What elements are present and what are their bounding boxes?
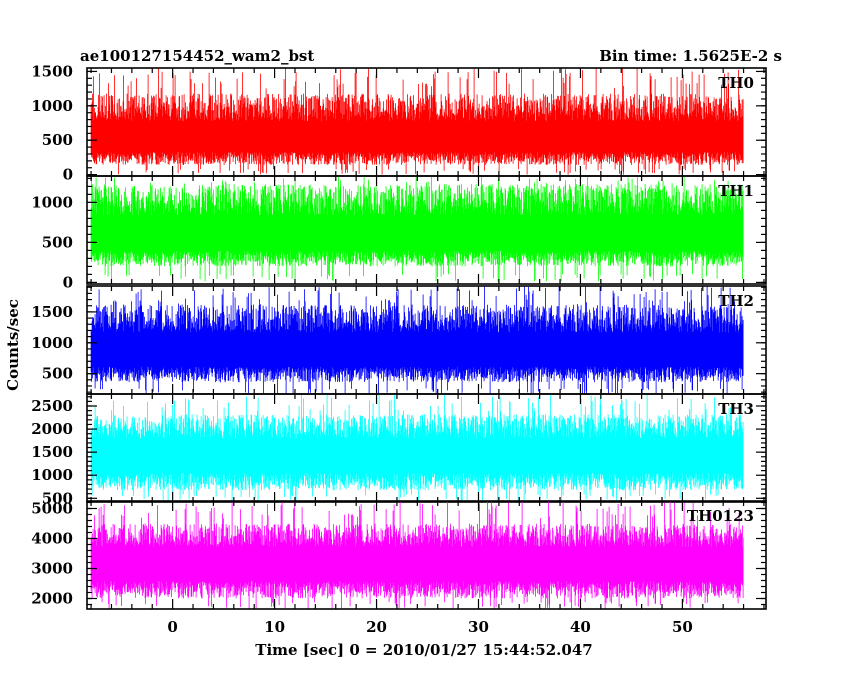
y-tick-label: 500 (42, 233, 73, 251)
y-tick-label: 5000 (31, 500, 73, 518)
series-th2 (90, 286, 744, 394)
panel-th1: 0 500 1000 TH1 (31, 175, 767, 291)
panel-frame (86, 500, 767, 610)
y-tick-label: 0 (63, 166, 73, 184)
series-th1 (90, 176, 744, 282)
panel-th3: 500 1000 1500 2000 2500 TH3 (31, 393, 767, 507)
y-tick-label: 500 (42, 365, 73, 383)
x-tick-label: 40 (570, 618, 591, 636)
chart-title-left: ae100127154452_wam2_bst (80, 47, 314, 65)
y-tick-label: 500 (42, 131, 73, 149)
x-axis-label: Time [sec] 0 = 2010/01/27 15:44:52.047 (255, 641, 592, 659)
y-tick-label: 1000 (31, 193, 73, 211)
series-th0 (90, 68, 744, 175)
series-th3 (90, 394, 744, 502)
x-axis-tick-labels: 0 10 20 30 40 50 (167, 618, 692, 636)
x-tick-label: 20 (366, 618, 387, 636)
panel-th2: 500 1000 1500 TH2 (31, 285, 767, 395)
x-tick-label: 50 (672, 618, 693, 636)
y-tick-label: 3000 (31, 560, 73, 578)
y-tick-label: 2500 (31, 397, 73, 415)
panel-label-th0123: TH0123 (687, 507, 754, 525)
chart-title-right: Bin time: 1.5625E-2 s (599, 47, 782, 65)
x-tick-label: 10 (264, 618, 285, 636)
y-tick-label: 0 (63, 273, 73, 291)
x-tick-label: 30 (468, 618, 489, 636)
y-axis-label: Counts/sec (4, 299, 22, 391)
panel-th0: 0 500 1000 1500 TH0 (31, 62, 767, 184)
panels-group: 0 500 1000 1500 TH0 0 500 1000 TH1 500 1000 1500 TH2… (31, 62, 767, 610)
panel-th0123: 2000 3000 4000 5000 TH0123 (31, 500, 767, 610)
y-tick-label: 4000 (31, 530, 73, 548)
y-tick-label: 2000 (31, 420, 73, 438)
y-tick-label: 1000 (31, 97, 73, 115)
y-tick-label: 2000 (31, 590, 73, 608)
y-tick-label: 1500 (31, 303, 73, 321)
y-tick-label: 1000 (31, 334, 73, 352)
y-tick-label: 1500 (31, 62, 73, 80)
y-tick-label: 1000 (31, 466, 73, 484)
y-tick-label: 500 (42, 489, 73, 507)
panel-frame (86, 175, 767, 285)
series-th0123 (90, 501, 744, 609)
panel-label-th2: TH2 (718, 292, 754, 310)
y-tick-label: 1500 (31, 443, 73, 461)
x-tick-label: 0 (167, 618, 177, 636)
panel-label-th0: TH0 (718, 74, 754, 92)
panel-label-th3: TH3 (718, 400, 754, 418)
panel-label-th1: TH1 (718, 182, 754, 200)
